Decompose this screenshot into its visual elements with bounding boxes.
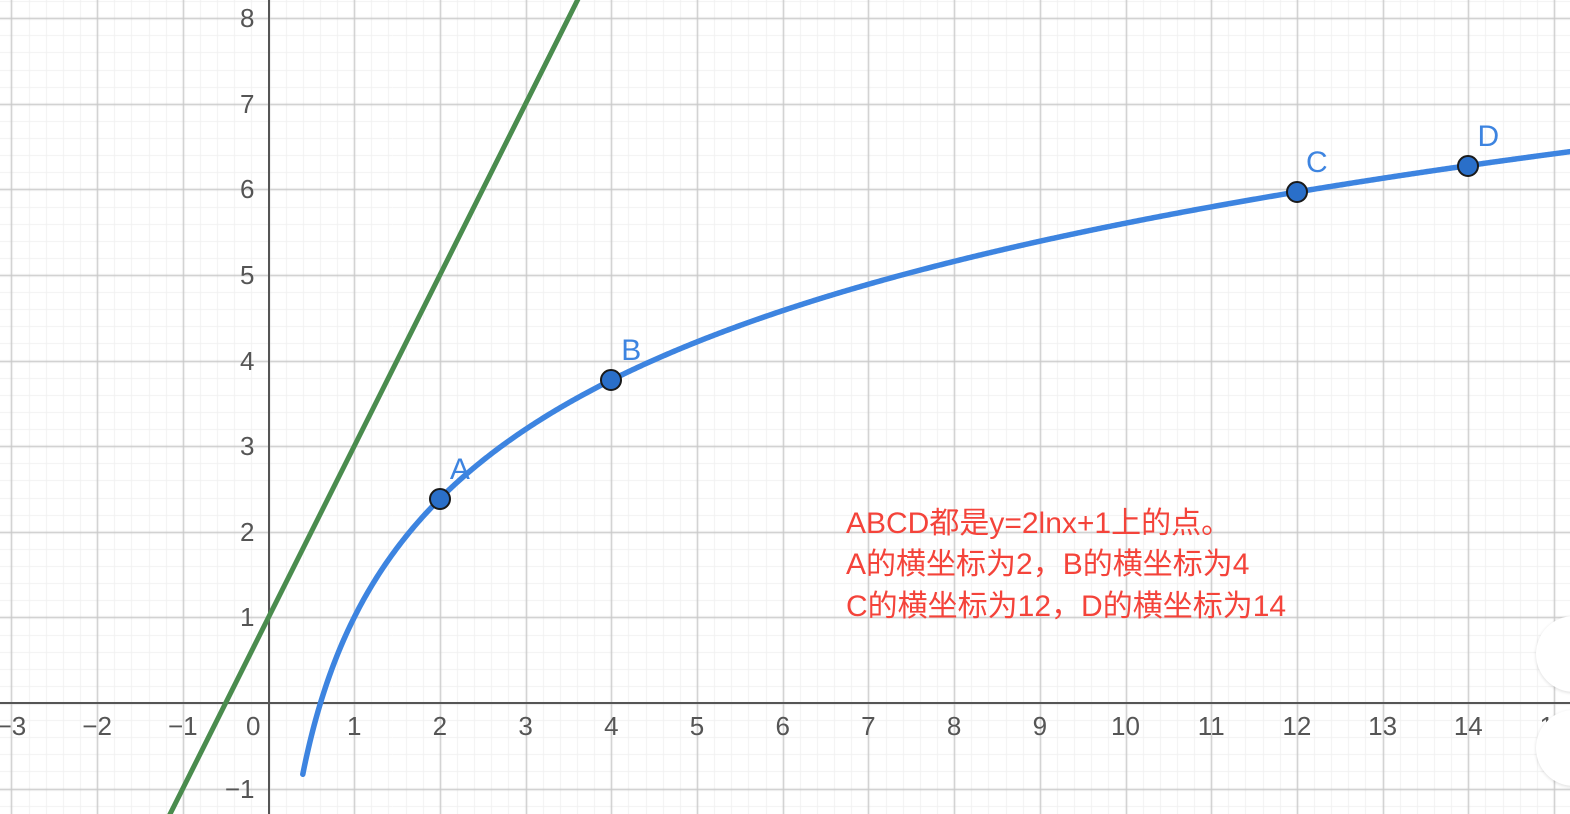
y-tick-label: −1 [224, 773, 255, 804]
x-tick-label: 7 [861, 711, 876, 741]
y-tick-label: 6 [240, 174, 255, 205]
y-tick-label: 4 [240, 345, 255, 376]
plot-point-d[interactable] [1457, 154, 1480, 177]
x-tick-label: −3 [0, 711, 27, 741]
x-tick-label: 10 [1111, 711, 1140, 741]
y-tick-label: 8 [240, 3, 255, 34]
plot-point-c[interactable] [1285, 180, 1308, 203]
x-tick-label: −1 [167, 711, 198, 741]
annotation-text: ABCD都是y=2lnx+1上的点。 A的横坐标为2，B的横坐标为4 C的横坐标… [846, 503, 1286, 627]
curve-2lnx-plus-1 [300, 148, 1570, 778]
x-tick-label: 3 [518, 711, 533, 741]
x-tick-label: 2 [432, 711, 448, 741]
line-2x-plus-1 [167, 0, 581, 814]
x-tick-label: 8 [946, 711, 962, 741]
x-tick-label: 6 [775, 711, 790, 741]
y-tick-label: 5 [240, 260, 255, 290]
x-tick-label: −2 [82, 711, 112, 741]
x-tick-label: 4 [604, 711, 619, 741]
y-axis [267, 0, 270, 814]
x-axis [0, 702, 1570, 704]
x-tick-label: 14 [1453, 711, 1483, 741]
plot-point-a[interactable] [428, 487, 451, 510]
annotation-line-3: C的横坐标为12，D的横坐标为14 [846, 589, 1287, 623]
y-tick-label: 3 [240, 431, 255, 462]
x-tick-label: 0 [246, 711, 261, 741]
y-tick-label: 1 [240, 602, 255, 633]
plot-point-label-d: D [1477, 119, 1500, 153]
x-tick-label: 9 [1032, 711, 1048, 741]
x-tick-label: 1 [346, 711, 362, 741]
plot-point-label-a: A [449, 452, 470, 486]
x-tick-label: 5 [689, 711, 705, 741]
plot-point-label-b: B [621, 334, 642, 368]
x-tick-label: 12 [1282, 711, 1312, 741]
y-tick-label: 2 [240, 516, 255, 547]
annotation-line-2: A的横坐标为2，B的横坐标为4 [846, 548, 1250, 582]
x-tick-label: 13 [1368, 711, 1398, 741]
plot-point-b[interactable] [600, 369, 623, 392]
plot-point-label-c: C [1306, 145, 1328, 179]
annotation-line-1: ABCD都是y=2lnx+1上的点。 [846, 507, 1232, 540]
y-tick-label: 7 [240, 88, 255, 119]
x-tick-label: 11 [1197, 711, 1225, 741]
